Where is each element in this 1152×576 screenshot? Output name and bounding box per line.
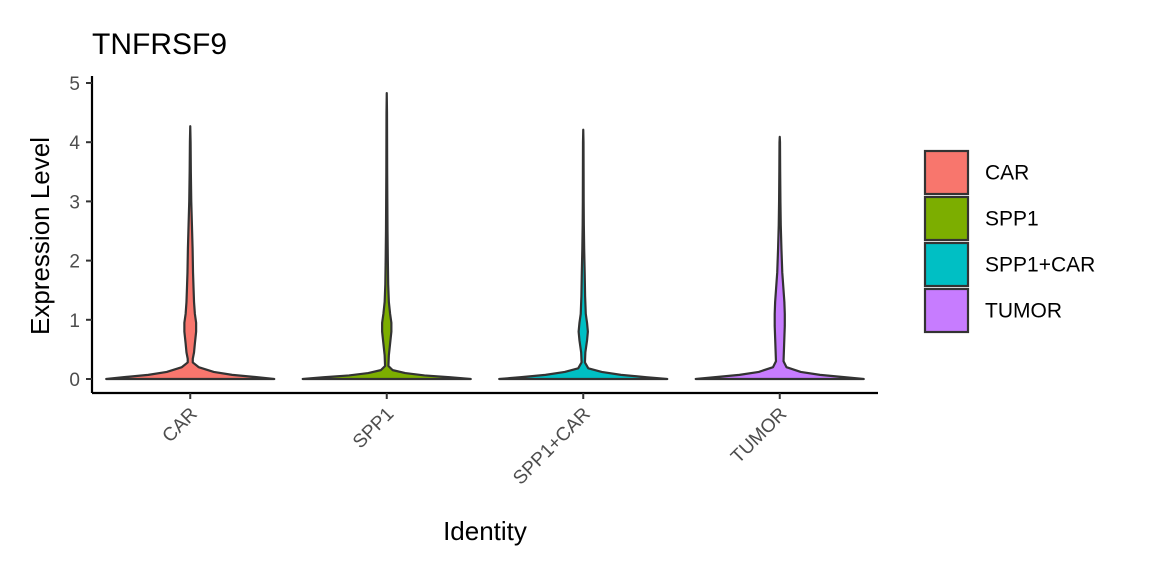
plot-area [105,91,865,381]
legend: CAR SPP1 SPP1+CAR TUMOR [923,149,1095,334]
violin-tumor [694,135,865,381]
legend-label-1: SPP1 [985,208,1039,231]
y-tick-label-0: 0 [69,370,80,391]
y-tick-label-3: 3 [69,192,80,213]
legend-label-2: SPP1+CAR [985,254,1095,277]
x-tick-label-3: TUMOR [727,404,791,468]
x-tick-label-0: CAR [159,404,202,447]
legend-label-3: TUMOR [985,300,1062,323]
legend-key-3 [923,287,970,334]
violin-spp1-plus-car [498,128,669,381]
violin-spp1 [301,91,472,381]
y-tick-label-2: 2 [69,252,80,273]
legend-label-0: CAR [985,162,1029,185]
y-axis-title: Expression Level [25,137,55,335]
legend-key-1 [923,195,970,242]
legend-key-0 [923,149,970,196]
y-tick-label-1: 1 [69,311,80,332]
violin-car [105,125,276,381]
x-tick-label-1: SPP1 [349,404,398,453]
legend-key-2 [923,241,970,288]
chart-title: TNFRSF9 [92,28,227,61]
x-axis-title: Identity [443,516,527,546]
x-tick-label-2: SPP1+CAR [509,404,594,489]
y-tick-label-5: 5 [69,74,80,95]
y-tick-label-4: 4 [69,133,80,154]
